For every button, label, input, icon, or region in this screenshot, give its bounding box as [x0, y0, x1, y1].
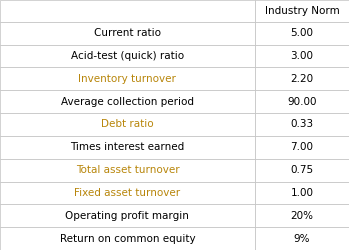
Bar: [255, 227, 349, 250]
Text: Debt ratio: Debt ratio: [101, 120, 154, 130]
Text: Average collection period: Average collection period: [61, 97, 194, 107]
Bar: [255, 90, 349, 113]
Text: 1.00: 1.00: [290, 188, 313, 198]
Bar: [255, 159, 349, 182]
Text: Total asset turnover: Total asset turnover: [76, 165, 179, 175]
Text: 20%: 20%: [290, 211, 313, 221]
Bar: [0, 90, 255, 113]
Text: Current ratio: Current ratio: [94, 28, 161, 38]
Text: 0.75: 0.75: [290, 165, 313, 175]
Text: 90.00: 90.00: [287, 97, 317, 107]
Bar: [255, 22, 349, 44]
Bar: [255, 182, 349, 204]
Text: 5.00: 5.00: [290, 28, 313, 38]
Bar: [0, 68, 255, 90]
Text: Acid-test (quick) ratio: Acid-test (quick) ratio: [71, 51, 184, 61]
Text: 9%: 9%: [294, 234, 310, 243]
Bar: [0, 113, 255, 136]
Text: Return on common equity: Return on common equity: [60, 234, 195, 243]
Bar: [255, 113, 349, 136]
Text: Industry Norm: Industry Norm: [265, 6, 339, 16]
Bar: [255, 136, 349, 159]
Bar: [0, 182, 255, 204]
Bar: [0, 0, 255, 22]
Text: 0.33: 0.33: [290, 120, 313, 130]
Bar: [255, 68, 349, 90]
Bar: [255, 204, 349, 227]
Text: Operating profit margin: Operating profit margin: [66, 211, 189, 221]
Text: 3.00: 3.00: [290, 51, 313, 61]
Bar: [0, 159, 255, 182]
Text: Inventory turnover: Inventory turnover: [79, 74, 176, 84]
Bar: [0, 44, 255, 68]
Bar: [0, 22, 255, 44]
Text: 2.20: 2.20: [290, 74, 313, 84]
Bar: [255, 44, 349, 68]
Bar: [255, 0, 349, 22]
Bar: [0, 204, 255, 227]
Text: 7.00: 7.00: [290, 142, 313, 152]
Text: Fixed asset turnover: Fixed asset turnover: [74, 188, 180, 198]
Bar: [0, 136, 255, 159]
Bar: [0, 227, 255, 250]
Text: Times interest earned: Times interest earned: [70, 142, 185, 152]
